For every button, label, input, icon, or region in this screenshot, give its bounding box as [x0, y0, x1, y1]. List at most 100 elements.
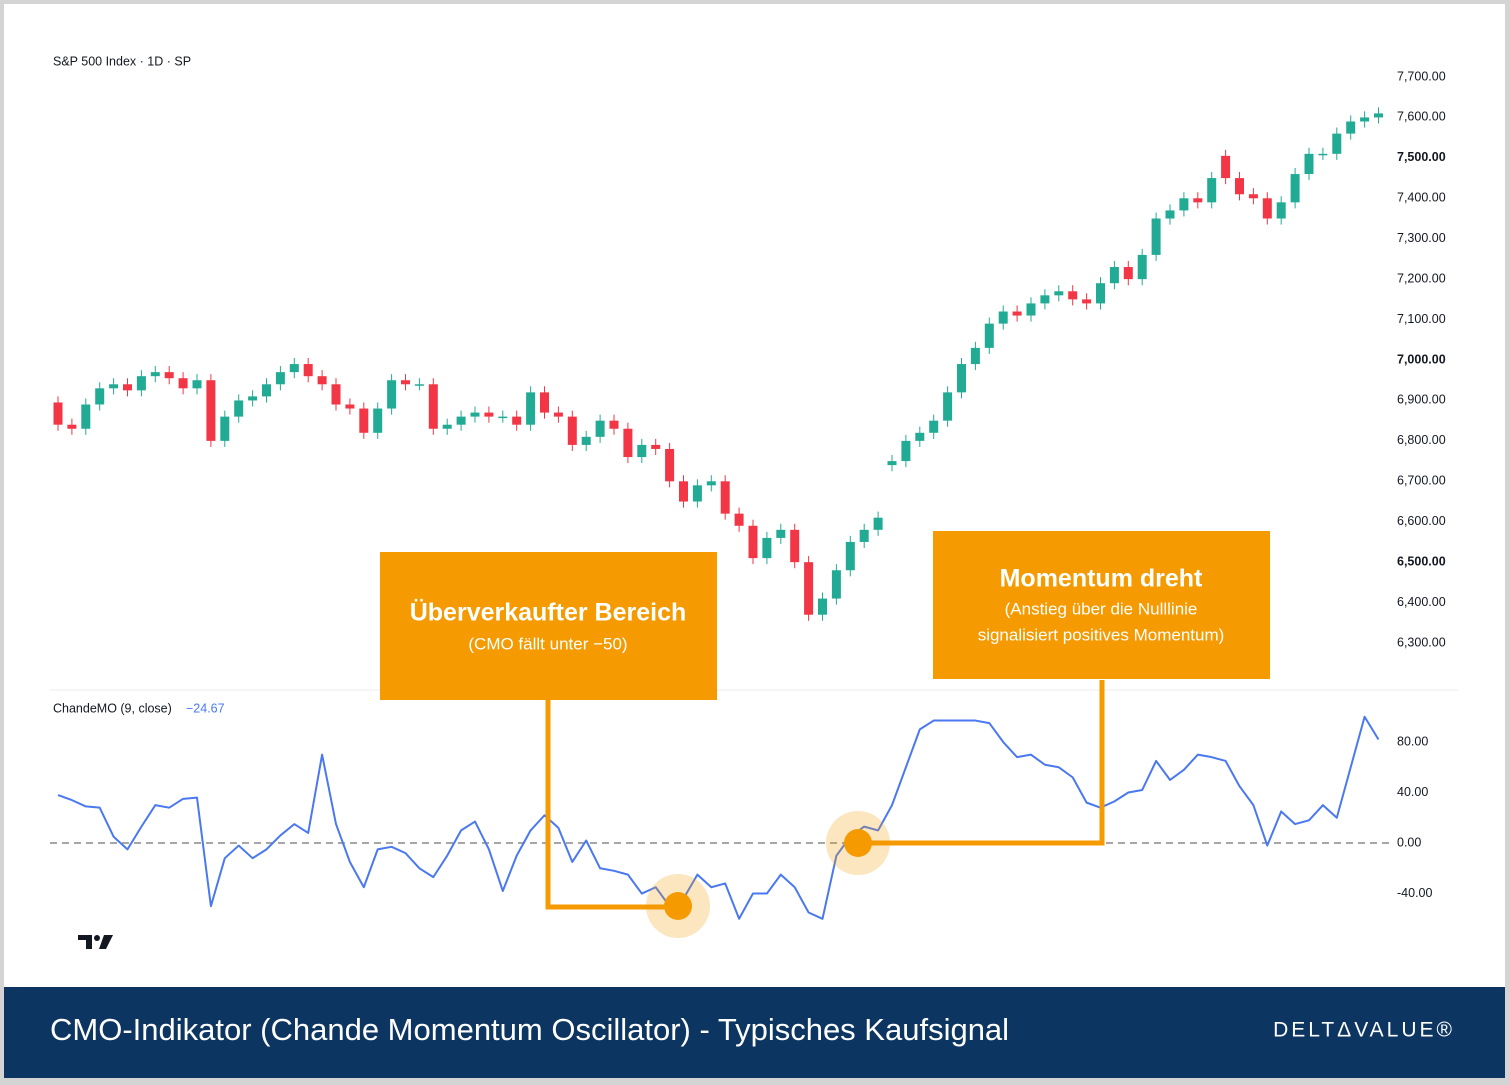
y-tick-label: 7,700.00 — [1397, 69, 1446, 83]
candle-body — [845, 541, 855, 571]
candle-body — [887, 461, 897, 466]
candle-body — [192, 380, 202, 389]
candle-body — [81, 404, 91, 429]
candle-body — [1207, 178, 1217, 203]
candle-body — [1054, 291, 1064, 296]
candle-body — [609, 420, 619, 429]
candle-body — [1193, 198, 1203, 203]
candle-body — [1332, 133, 1342, 154]
y-tick-label: 7,100.00 — [1397, 312, 1446, 326]
candle-body — [831, 570, 841, 599]
candle-body — [984, 323, 994, 348]
candle-body — [623, 428, 633, 458]
y-tick-label: 7,200.00 — [1397, 271, 1446, 285]
footer — [4, 987, 1505, 1078]
annotation-title: Momentum dreht — [1000, 565, 1203, 593]
tv-logo — [78, 935, 113, 949]
candle-body — [275, 372, 285, 385]
y-tick-label: 6,400.00 — [1397, 595, 1446, 609]
candle-body — [1109, 267, 1119, 284]
annotation-text: (CMO fällt unter −50) — [468, 634, 627, 653]
candle-body — [1374, 113, 1383, 118]
candle-body — [1123, 267, 1133, 280]
candle-body — [595, 420, 605, 437]
candle-body — [512, 416, 522, 425]
annotation-box — [380, 552, 717, 700]
candle-body — [526, 392, 536, 425]
candle-body — [317, 376, 327, 385]
candle-body — [498, 416, 508, 419]
candle-body — [470, 412, 480, 417]
candle-body — [929, 420, 939, 433]
candle-body — [150, 372, 160, 377]
candle-body — [1304, 153, 1314, 175]
candle-body — [734, 513, 744, 526]
candle-body — [998, 311, 1008, 324]
oscillator — [50, 715, 1390, 920]
y-tick-label: 40.00 — [1397, 785, 1428, 799]
candle-body — [414, 384, 424, 386]
candle-body — [220, 416, 230, 441]
candle-body — [651, 444, 661, 449]
candle-body — [970, 347, 980, 365]
footer-title: CMO-Indikator (Chande Momentum Oscillato… — [50, 1012, 1009, 1047]
annotation-title: Überverkaufter Bereich — [410, 598, 687, 627]
candle-body — [331, 384, 341, 405]
annotation-box — [933, 531, 1270, 679]
candle-body — [720, 481, 730, 514]
candle-body — [164, 372, 174, 379]
y-tick-label: 6,600.00 — [1397, 514, 1446, 528]
y-tick-label: 0.00 — [1397, 835, 1421, 849]
candle-body — [1165, 210, 1175, 219]
candle-body — [1151, 218, 1161, 255]
annotation-text: signalisiert positives Momentum) — [978, 625, 1225, 644]
y-tick-label: 80.00 — [1397, 734, 1428, 748]
connector — [545, 700, 678, 910]
y-tick-label: 7,300.00 — [1397, 231, 1446, 245]
candle-body — [1262, 198, 1272, 219]
candle-body — [109, 384, 119, 389]
candle-body — [943, 392, 953, 421]
candle-body — [456, 416, 466, 425]
candle-body — [776, 529, 786, 538]
candle-body — [1290, 174, 1300, 203]
candle-body — [484, 412, 494, 417]
y-tick-label: 6,800.00 — [1397, 433, 1446, 447]
annotation-text: (Anstieg über die Nulllinie — [1005, 599, 1198, 618]
candle-body — [1235, 178, 1244, 195]
candle-body — [359, 408, 369, 433]
candle-body — [53, 402, 63, 425]
y-tick-label: 7,500.00 — [1397, 150, 1446, 164]
candle-body — [1318, 153, 1328, 156]
candle-body — [553, 412, 563, 417]
candle-body — [637, 444, 647, 458]
y-tick-label: 6,500.00 — [1397, 554, 1446, 568]
candle-body — [915, 432, 925, 441]
candle-body — [289, 364, 299, 373]
highlight-dot — [664, 892, 692, 920]
candle-body — [401, 380, 410, 385]
candle-body — [692, 485, 702, 502]
candle-body — [1068, 291, 1078, 300]
candles — [53, 107, 1383, 621]
y-tick-label: 7,600.00 — [1397, 110, 1446, 124]
candle-body — [303, 364, 313, 377]
candle-body — [234, 400, 244, 417]
y-tick-label: 6,700.00 — [1397, 474, 1446, 488]
candle-body — [373, 408, 383, 433]
candle-body — [665, 448, 675, 482]
candle-body — [818, 598, 827, 615]
candle-body — [1096, 283, 1105, 304]
y-tick-label: 6,900.00 — [1397, 393, 1446, 407]
candle-body — [540, 392, 549, 413]
candle-body — [1346, 121, 1356, 134]
candle-body — [567, 416, 577, 445]
candle-body — [706, 481, 716, 486]
candle-body — [1082, 299, 1092, 304]
candle-body — [136, 376, 146, 391]
chart-title: S&P 500 Index · 1D · SP — [53, 54, 191, 68]
candle-body — [1137, 254, 1147, 280]
connector — [858, 680, 1105, 846]
